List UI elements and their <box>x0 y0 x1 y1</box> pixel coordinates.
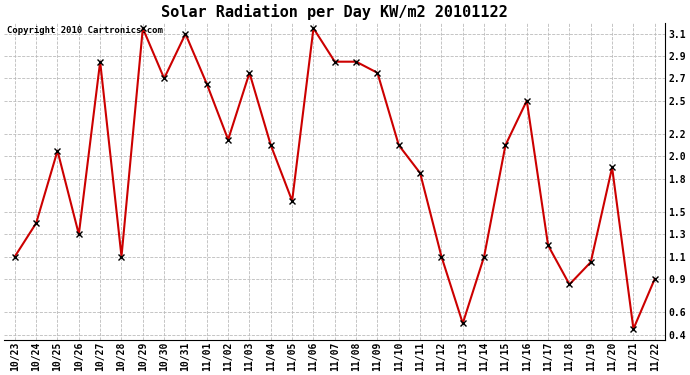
Title: Solar Radiation per Day KW/m2 20101122: Solar Radiation per Day KW/m2 20101122 <box>161 4 508 20</box>
Text: Copyright 2010 Cartronics.com: Copyright 2010 Cartronics.com <box>8 26 164 35</box>
